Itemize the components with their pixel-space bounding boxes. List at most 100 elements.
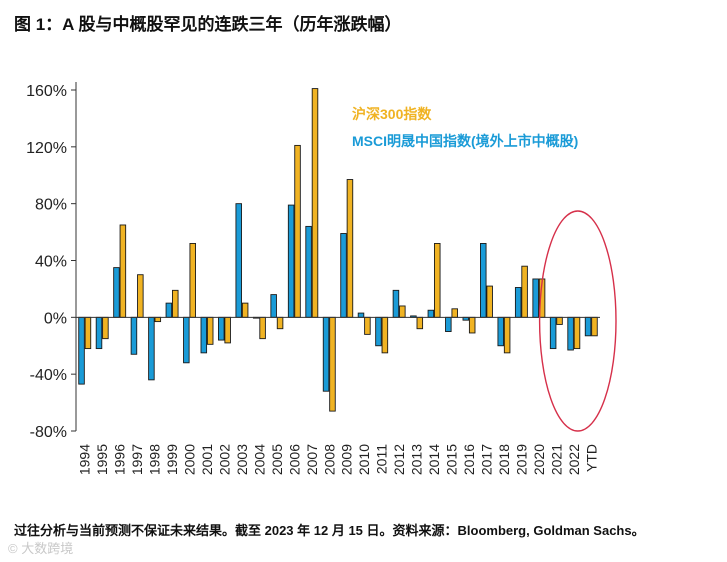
bar-csi300-2016 [468, 316, 476, 334]
y-tick-label: 80% [35, 197, 67, 214]
x-tick-label: 2002 [216, 444, 232, 475]
bar-csi300-1998 [154, 316, 162, 323]
bar-csi300-1997 [137, 274, 144, 318]
bar-csi300-2005 [276, 316, 284, 330]
bar-csi300-2011 [381, 316, 389, 354]
y-tick-label: 120% [26, 140, 67, 157]
x-tick-label: 2003 [234, 444, 250, 475]
bar-msci-1995 [95, 316, 103, 350]
bar-msci-2001 [200, 316, 208, 354]
legend: 沪深300指数 MSCI明晟中国指数(境外上市中概股) [352, 106, 578, 149]
bar-msci-2003 [235, 203, 242, 318]
y-tick-label: -40% [30, 367, 67, 384]
bar-msci-1994 [78, 316, 85, 385]
y-tick-label: -80% [30, 424, 67, 441]
y-tick-label: 0% [44, 310, 67, 327]
x-tick-label: 2006 [286, 444, 302, 475]
bar-csi300-2007 [311, 88, 319, 318]
bar-msci-2020 [532, 278, 539, 318]
bar-csi300-2008 [329, 316, 336, 412]
x-tick-label: 2021 [548, 444, 564, 475]
bar-csi300-2012 [399, 305, 406, 318]
x-tick-label: 2022 [566, 444, 582, 475]
x-tick-label: 2010 [356, 444, 372, 475]
bar-msci-2007 [305, 225, 312, 318]
x-tick-label: 1998 [147, 444, 163, 475]
x-tick-label: 2001 [199, 444, 215, 475]
bar-msci-2021 [549, 316, 557, 350]
x-tick-label: 2013 [409, 444, 425, 475]
x-tick-label: 2007 [304, 444, 320, 475]
x-tick-label: 1997 [129, 444, 145, 475]
x-tick-label: 2004 [251, 444, 267, 475]
x-tick-label: 1995 [94, 444, 110, 475]
x-tick-label: 2020 [531, 444, 547, 475]
bar-csi300-1995 [102, 316, 109, 340]
x-tick-label: 1999 [164, 444, 180, 475]
bar-msci-2009 [340, 233, 347, 318]
x-tick-label: 2005 [269, 444, 285, 475]
legend-entry-csi300: 沪深300指数 [352, 106, 432, 122]
x-tick-label: 2015 [444, 444, 460, 475]
x-tick-label: 2008 [321, 444, 337, 475]
bar-csi300-1996 [119, 224, 127, 318]
bar-msci-2022 [567, 316, 574, 351]
bar-csi300-2015 [451, 308, 458, 318]
bar-msci-2017 [480, 242, 487, 318]
bar-csi300-2017 [486, 285, 493, 318]
x-tick-label: 1996 [112, 444, 128, 475]
x-tick-label: 1994 [77, 444, 93, 475]
x-tick-label: 2011 [374, 444, 390, 474]
bar-csi300-1999 [172, 289, 179, 318]
bar-msci-2002 [218, 316, 225, 341]
bar-msci-2015 [445, 316, 452, 332]
bar-msci-2019 [514, 287, 522, 318]
bar-msci-2010 [357, 312, 365, 318]
bar-msci-2018 [497, 316, 504, 347]
bar-csi300-2009 [346, 179, 354, 318]
bar-csi300-1994 [84, 316, 92, 350]
bar-msci-1998 [148, 316, 155, 381]
footnote: 过往分析与当前预测不保证未来结果。截至 2023 年 12 月 15 日。资料来… [14, 523, 645, 538]
y-tick-label: 40% [35, 254, 67, 271]
bar-msci-2008 [322, 316, 330, 392]
bar-msci-2012 [392, 289, 400, 318]
bar-msci-2000 [183, 316, 190, 364]
bar-csi300-2002 [224, 316, 231, 344]
x-tick-label: 2019 [513, 444, 529, 475]
x-tick-label: YTD [583, 444, 599, 472]
watermark: © 大数跨境 [8, 541, 74, 556]
bar-csi300-2010 [364, 316, 371, 335]
bar-csi300-2018 [503, 316, 511, 354]
bar-csi300-2014 [434, 242, 441, 318]
bar-csi300-ytd [591, 316, 598, 337]
bar-csi300-2022 [573, 316, 581, 350]
tick-labels: -80% -40% 0% 40% 80% 120% 160% 1994 1995 1996 1997… [26, 83, 599, 475]
bar-msci-2005 [270, 294, 277, 318]
bar-csi300-2019 [521, 265, 528, 318]
bar-msci-2006 [287, 204, 295, 318]
x-tick-label: 2016 [461, 444, 477, 475]
x-tick-label: 2012 [391, 444, 407, 475]
x-tick-label: 2018 [496, 444, 512, 475]
bar-csi300-2000 [189, 242, 196, 318]
bar-msci-1996 [113, 267, 120, 318]
bar-csi300-2004 [259, 316, 266, 340]
bar-msci-ytd [584, 316, 592, 337]
annotation [538, 210, 617, 432]
bar-msci-1999 [165, 302, 173, 318]
bar-csi300-2021 [556, 316, 563, 325]
highlight-ellipse [538, 210, 617, 432]
x-tick-label: 2000 [182, 444, 198, 475]
bar-msci-1997 [130, 316, 138, 355]
x-tick-label: 2017 [478, 444, 494, 475]
figure-title: 图 1：A 股与中概股罕见的连跌三年（历年涨跌幅） [14, 15, 402, 34]
x-tick-label: 2014 [426, 444, 442, 475]
x-tick-label: 2009 [339, 444, 355, 475]
bar-csi300-2003 [241, 302, 249, 318]
legend-entry-msci: MSCI明晟中国指数(境外上市中概股) [352, 133, 578, 149]
y-tick-label: 160% [26, 83, 67, 100]
axes [71, 82, 600, 432]
bar-msci-2014 [427, 309, 435, 318]
